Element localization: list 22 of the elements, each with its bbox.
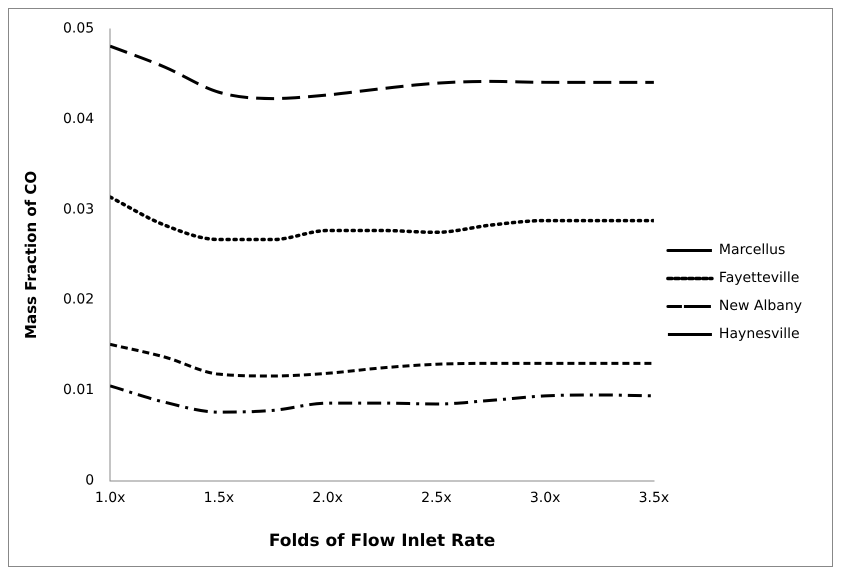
y-tick-label: 0.04 (63, 111, 94, 127)
x-axis-title: Folds of Flow Inlet Rate (268, 531, 496, 552)
legend-label: New Albany (718, 298, 802, 314)
x-tick-label: 3.0x (530, 490, 560, 506)
y-tick-label: 0.03 (63, 201, 94, 218)
line-series (110, 342, 654, 378)
y-tick-label: 0 (85, 472, 94, 488)
x-tick-label: 3.5x (638, 490, 670, 506)
line-series (110, 384, 654, 414)
line-series (110, 44, 654, 100)
y-tick-label: 0.05 (63, 20, 94, 37)
y-axis-title: Mass Fraction of CO (22, 170, 40, 339)
y-tick-label: 0.01 (63, 382, 94, 398)
y-tick-label: 0.02 (63, 292, 94, 308)
legend-label: Marcellus (718, 242, 786, 258)
x-tick-label: 1.5x (204, 490, 234, 506)
line-series (110, 195, 654, 242)
legend-label: Haynesville (718, 326, 800, 342)
x-tick-label: 2.0x (312, 490, 343, 506)
x-tick-label: 2.5x (421, 490, 452, 506)
legend-label: Fayetteville (718, 270, 800, 286)
x-tick-label: 1.0x (94, 490, 126, 506)
